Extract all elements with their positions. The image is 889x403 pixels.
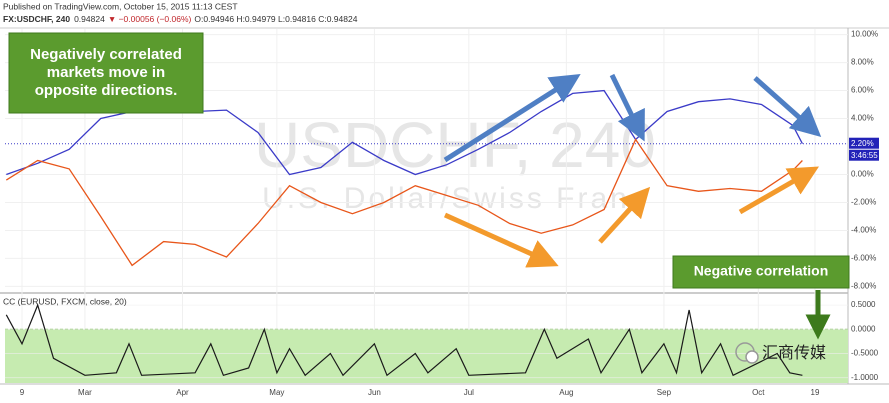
y-tick-label: 4.00%	[851, 114, 874, 123]
annotation-box	[8, 32, 204, 114]
x-tick-label: Jul	[464, 388, 474, 397]
annotation-text: Negatively correlated markets move in op…	[30, 46, 182, 99]
y-tick-label: -8.00%	[851, 282, 876, 291]
x-tick-label: 19	[811, 388, 820, 397]
x-tick-label: Jun	[368, 388, 381, 397]
logo-icon	[745, 350, 759, 364]
published: Published on TradingView.com, October 15…	[3, 1, 238, 11]
y-tick-label: -4.00%	[851, 226, 876, 235]
price-label-box	[849, 137, 879, 149]
annotation: Negatively correlated markets move in op…	[30, 46, 182, 99]
x-tick-label: Aug	[559, 388, 573, 397]
symbol: FX:USDCHF, 240	[3, 14, 70, 24]
arrow	[598, 186, 651, 244]
arrow	[753, 76, 822, 137]
y-tick-label: 0.5000	[851, 300, 876, 309]
ohlc: O:0.94946 H:0.94979 L:0.94816 C:0.94824	[194, 14, 357, 24]
price: 0.94824	[74, 14, 105, 24]
arrow	[443, 212, 559, 268]
y-tick-label: 0.00%	[851, 170, 874, 179]
change: ▼ −0.00056 (−0.06%)	[108, 14, 192, 24]
indicator-title: CC (EURUSD, FXCM, close, 20)	[3, 296, 127, 306]
countdown-box	[849, 149, 879, 161]
band	[5, 329, 848, 383]
annotation-box	[672, 255, 850, 289]
y-tick-label: 10.00%	[851, 30, 878, 39]
countdown: 3:46:55	[851, 151, 878, 160]
y-tick-label: -1.0000	[851, 373, 879, 382]
y-tick-label: -0.5000	[851, 349, 879, 358]
y-tick-label: 8.00%	[851, 58, 874, 67]
arrow	[609, 73, 645, 142]
arrow	[443, 73, 581, 163]
x-tick-label: Mar	[78, 388, 92, 397]
annotations: Negatively correlated markets move in op…	[8, 32, 850, 364]
indicator-pane: CC (EURUSD, FXCM, close, 20)	[3, 296, 848, 383]
logo-text: 汇商传媒	[762, 344, 826, 362]
x-tick-label: Oct	[752, 388, 765, 397]
watermark-subtitle: U.S. Dollar/Swiss Franc	[262, 182, 648, 215]
y-tick-label: 0.0000	[851, 324, 876, 333]
x-tick-label: 9	[20, 388, 25, 397]
x-tick-label: Apr	[176, 388, 189, 397]
x-tick-label: Sep	[657, 388, 672, 397]
arrow	[738, 166, 819, 215]
symbol-line: FX:USDCHF, 240 0.94824 ▼ −0.00056 (−0.06%)…	[3, 14, 358, 24]
indicator-line	[5, 303, 803, 377]
price-label: 2.20%	[851, 139, 874, 148]
series-line	[5, 138, 803, 267]
y-tick-label: 6.00%	[851, 86, 874, 95]
watermark: USDCHF, 240	[254, 109, 656, 181]
x-tick-label: May	[269, 388, 284, 397]
annotation-text: Negative correlation	[694, 263, 829, 279]
y-tick-label: -2.00%	[851, 198, 876, 207]
y-tick-label: -6.00%	[851, 254, 876, 263]
